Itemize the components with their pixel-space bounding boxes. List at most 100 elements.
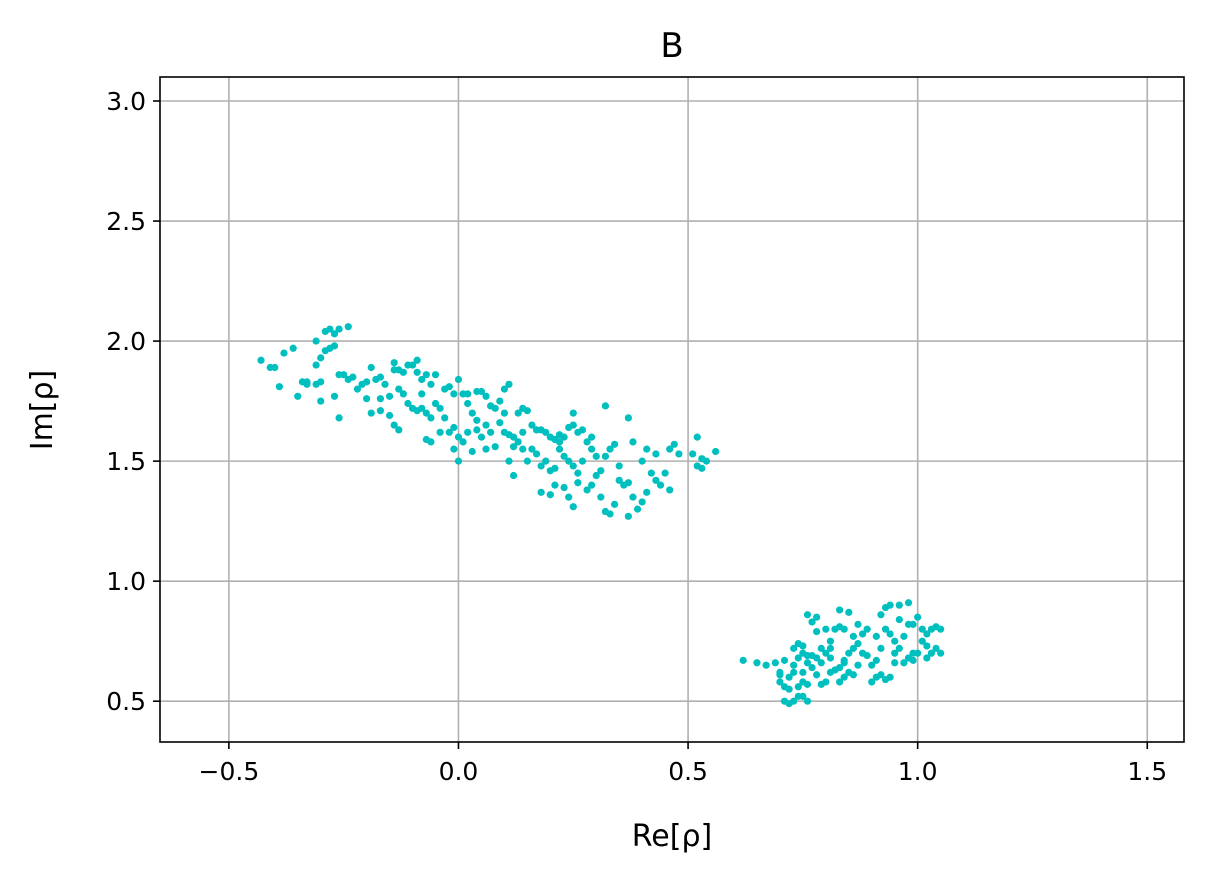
scatter-point [353,385,362,393]
scatter-point [574,479,582,487]
x-axis-label: Re[ρ] [632,819,712,854]
x-tick-label: 1.5 [1127,757,1167,786]
scatter-point [606,510,614,518]
scatter-point [611,500,619,508]
scatter-point [813,613,821,621]
scatter-point [702,457,711,465]
x-tick-label: 0.5 [668,757,708,786]
scatter-point [652,476,660,484]
scatter-point [431,399,440,408]
scatter-point [468,447,476,456]
scatter-point [656,481,665,489]
scatter-point [496,419,504,427]
scatter-point [514,438,522,446]
scatter-point [877,671,885,679]
scatter-point [390,359,398,367]
scatter-point [422,371,430,379]
scatter-point [863,651,871,660]
scatter-point [505,380,513,388]
scatter-point [937,649,945,657]
scatter-point [376,395,385,403]
scatter-point [588,445,596,453]
scatter-point [927,649,936,657]
scatter-point [932,644,940,652]
scatter-point [854,620,862,628]
scatter-point [592,471,600,480]
scatter-point [408,361,417,369]
scatter-point [877,644,885,652]
scatter-point [858,630,867,638]
scatter-point [817,644,825,652]
scatter-point [482,421,490,429]
scatter-point [542,457,550,465]
scatter-point [633,505,642,513]
scatter-point [565,493,573,501]
scatter-point [578,426,587,434]
scatter-point [528,445,536,453]
scatter-point [399,390,407,398]
scatter-point [638,498,646,506]
scatter-point [803,680,812,688]
scatter-point [923,642,931,650]
scatter-point [918,625,926,633]
scatter-point [638,457,646,465]
scatter-point [670,440,678,448]
scatter-point [790,697,798,705]
scatter-point [803,611,812,619]
scatter-point [675,450,683,458]
scatter-point [450,390,458,398]
scatter-point [799,692,807,700]
scatter-point [652,450,660,458]
scatter-point [790,644,798,652]
scatter-point [693,433,701,441]
scatter-point [509,443,518,451]
scatter-point [500,385,508,393]
scatter-point [799,642,807,650]
scatter-point [464,390,472,398]
scatter-point [872,632,880,640]
scatter-point [509,433,518,441]
scatter-point [473,416,481,424]
scatter-point [537,462,545,470]
scatter-point [427,380,435,388]
scatter-point [840,673,848,681]
scatter-point [509,471,518,480]
scatter-point [519,445,527,453]
scatter-point [813,671,821,679]
scatter-point [519,428,527,436]
scatter-point [854,639,862,648]
scatter-point [790,668,798,676]
y-axis-label: Im[ρ] [25,370,60,451]
scatter-point [826,654,835,662]
scatter-point [413,356,421,364]
scatter-point [464,428,472,436]
scatter-point [753,659,761,667]
scatter-point [487,428,495,436]
scatter-point [817,659,825,667]
scatter-point [611,440,619,448]
scatter-point [551,464,559,472]
scatter-point [583,486,591,494]
scatter-point [555,445,564,453]
scatter-point [624,512,632,520]
scatter-point [872,656,880,664]
data-points [257,323,945,708]
scatter-point [418,375,426,384]
scatter-point [560,483,568,492]
scatter-point [436,428,444,436]
scatter-point [895,644,903,652]
scatter-point [381,380,389,388]
scatter-point [822,649,830,657]
scatter-point [376,407,385,415]
scatter-point [914,649,922,657]
scatter-point [909,620,917,628]
scatter-point [363,395,371,403]
scatter-point [909,656,917,664]
scatter-point [422,435,430,444]
scatter-point [923,630,931,638]
scatter-point [491,443,499,451]
scatter-point [643,488,651,496]
scatter-point [349,373,357,381]
